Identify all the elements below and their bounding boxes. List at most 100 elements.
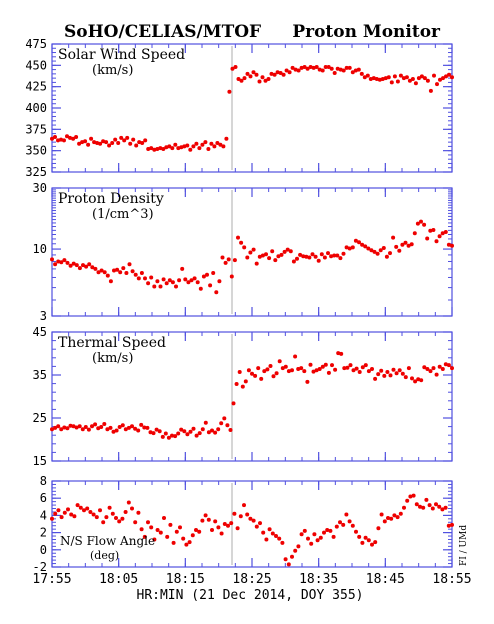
x-tick-label: 18:55 — [432, 572, 471, 587]
data-point — [363, 363, 368, 368]
data-point — [288, 249, 293, 254]
data-point — [239, 240, 244, 245]
data-point — [127, 262, 132, 267]
panel-label-units: (km/s) — [92, 63, 133, 78]
data-point — [308, 65, 313, 69]
data-point — [123, 510, 128, 514]
data-point — [152, 537, 157, 542]
data-point — [365, 73, 370, 78]
data-point — [88, 510, 93, 514]
data-point — [281, 72, 286, 77]
data-point — [392, 513, 397, 518]
data-point — [53, 262, 58, 267]
data-point — [304, 254, 309, 259]
data-point — [210, 428, 214, 433]
data-point — [425, 236, 430, 241]
panel-speed: 325 350 375 400 425 450 475 Solar Wind Speed(km… — [25, 37, 454, 179]
data-point — [50, 516, 54, 521]
data-point — [99, 425, 104, 429]
data-point — [351, 368, 356, 373]
x-tick-label: 17:55 — [32, 572, 71, 587]
data-point — [290, 65, 295, 70]
data-point — [65, 260, 70, 265]
data-point — [446, 363, 451, 368]
data-point — [248, 74, 253, 79]
data-point — [166, 435, 171, 440]
data-point — [182, 144, 187, 149]
data-point — [205, 272, 209, 277]
data-point — [195, 280, 200, 285]
data-point — [382, 519, 387, 524]
data-point — [154, 427, 159, 432]
x-tick-label: 18:05 — [99, 572, 138, 587]
data-point — [212, 144, 217, 149]
data-point — [326, 251, 330, 256]
data-point — [187, 540, 192, 545]
data-point — [332, 71, 337, 75]
data-point — [164, 145, 169, 150]
y-tick-label: 45 — [33, 325, 47, 339]
y-tick-label: 25 — [33, 411, 47, 425]
data-point — [229, 274, 234, 279]
data-point — [142, 425, 147, 430]
data-point — [168, 522, 173, 527]
data-point — [78, 505, 83, 510]
data-point — [92, 140, 97, 145]
data-point — [437, 234, 442, 239]
data-point — [176, 146, 181, 151]
data-point — [101, 520, 106, 525]
data-point — [50, 427, 54, 432]
data-point — [354, 529, 358, 534]
data-point — [434, 502, 438, 507]
data-point — [226, 257, 231, 262]
data-point — [174, 529, 179, 534]
data-point — [441, 76, 445, 81]
data-point — [130, 506, 134, 511]
data-point — [59, 137, 63, 142]
data-point — [302, 369, 307, 374]
data-point — [182, 429, 187, 434]
side-credit-label: FI / UMd — [459, 525, 469, 566]
header-left-title: SoHO/CELIAS/MTOF — [64, 22, 261, 42]
data-point — [302, 65, 307, 69]
data-point — [245, 71, 250, 76]
data-point — [250, 371, 254, 376]
data-point — [191, 426, 196, 431]
data-point — [391, 367, 396, 372]
data-point — [56, 138, 60, 143]
data-point — [248, 250, 253, 255]
panel-density: 3 10 30 Proton Density(1/cm^3) — [33, 181, 454, 323]
data-point — [131, 137, 136, 142]
data-point — [152, 147, 157, 152]
data-point — [450, 243, 454, 248]
data-point — [372, 249, 377, 254]
data-point — [120, 423, 125, 428]
data-point — [332, 253, 337, 258]
data-point — [140, 141, 145, 145]
y-tick-label: 2 — [40, 526, 47, 540]
data-point — [119, 135, 124, 140]
data-point — [398, 511, 403, 516]
data-point — [311, 65, 316, 70]
y-tick-label: 0 — [40, 543, 47, 557]
data-point — [263, 78, 268, 83]
data-point — [366, 538, 371, 543]
y-tick-label: 3 — [40, 309, 47, 323]
data-point — [155, 147, 160, 151]
data-point — [380, 77, 385, 81]
data-point — [267, 256, 272, 261]
data-point — [419, 378, 424, 383]
data-point — [194, 528, 198, 532]
data-point — [126, 500, 131, 505]
data-point — [331, 534, 336, 539]
y-tick-label: 15 — [33, 454, 47, 468]
data-point — [197, 146, 202, 151]
data-point — [421, 505, 426, 510]
data-point — [167, 278, 172, 283]
data-point — [50, 136, 54, 141]
y-tick-label: 425 — [25, 80, 47, 94]
data-point — [341, 522, 346, 527]
data-point — [177, 278, 182, 283]
data-point — [235, 526, 240, 531]
